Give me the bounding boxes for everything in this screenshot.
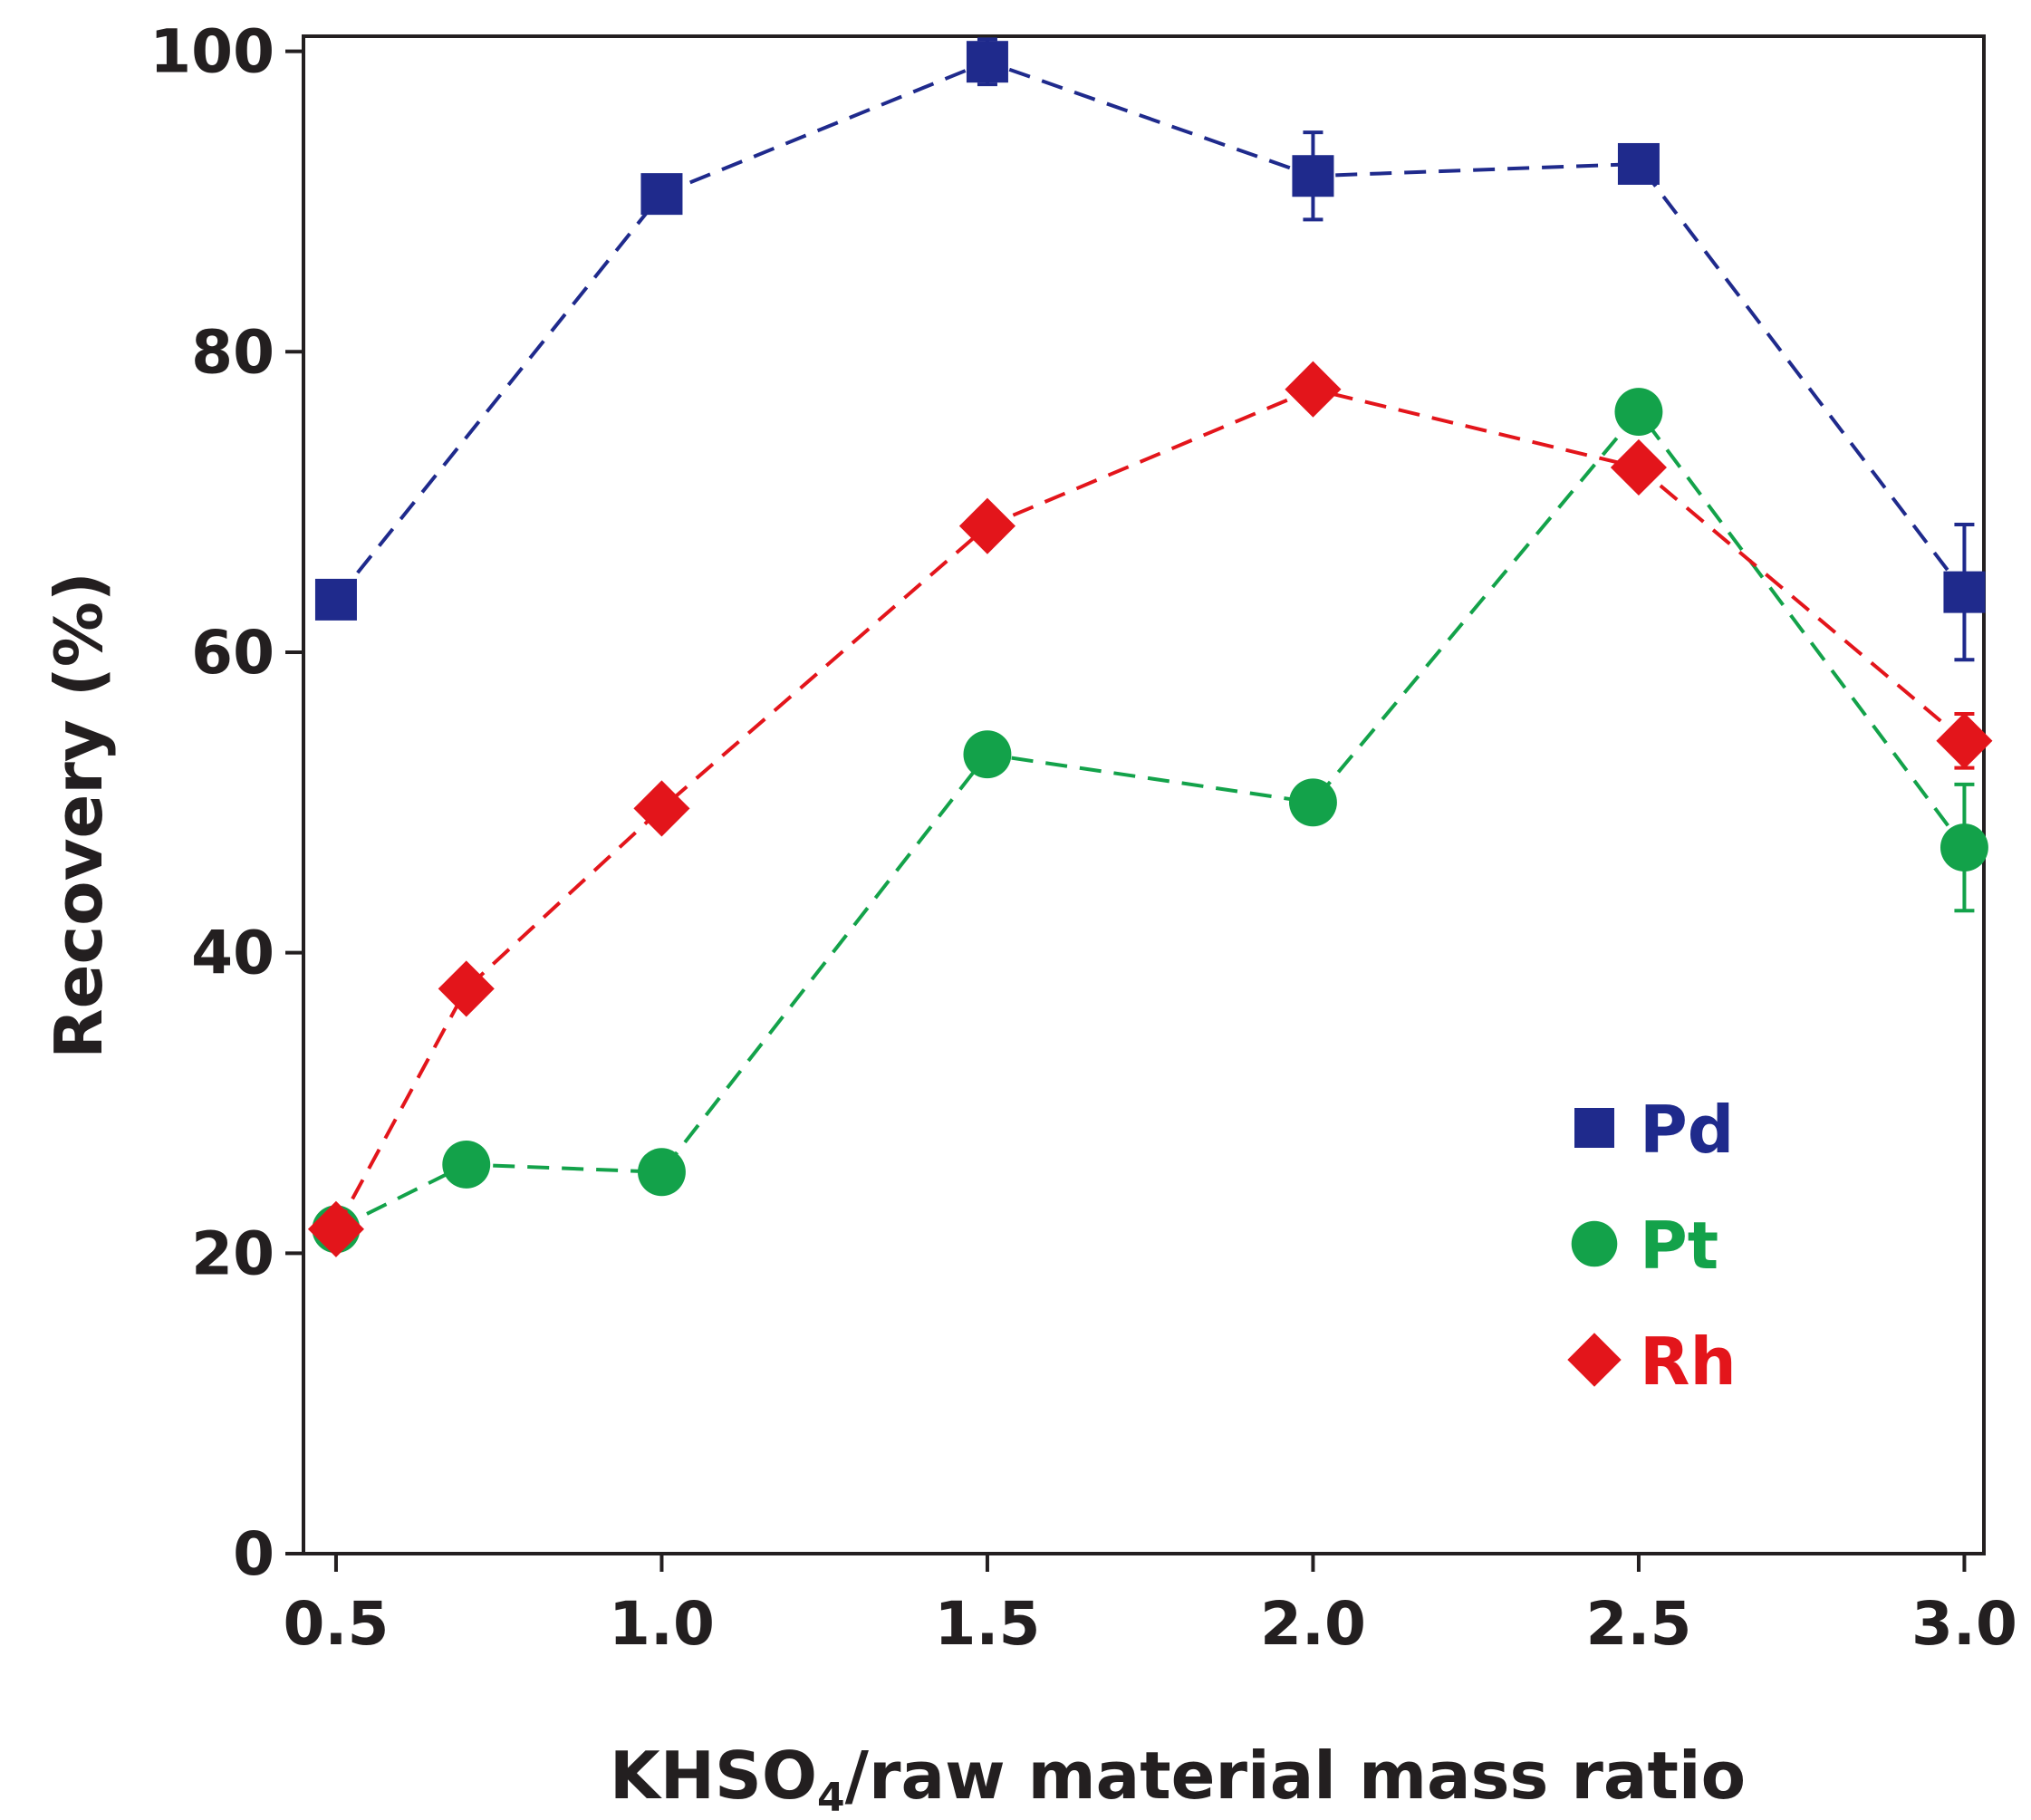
x-axis-title: KHSO4/raw material mass ratio (610, 1738, 1746, 1820)
plot-frame (302, 34, 1986, 1555)
x-axis-title-main: KHSO (610, 1738, 817, 1814)
axes-layer: 0 20 40 60 80 100 0.5 1.0 1.5 2.0 2.5 3.0 (149, 17, 2017, 1659)
data-point-rh (958, 497, 1016, 554)
y-tick-label: 20 (191, 1218, 274, 1288)
legend-label-rh: Rh (1640, 1324, 1737, 1400)
x-tick-label: 3.0 (1911, 1589, 2017, 1659)
data-point-pd (640, 173, 683, 216)
data-point-pt (442, 1141, 491, 1189)
series-layer (307, 37, 1993, 1257)
data-point-rh (1936, 712, 1993, 769)
x-tick-label: 2.0 (1260, 1589, 1366, 1659)
series-line-pd (334, 60, 1967, 602)
x-tick-label: 1.5 (934, 1589, 1040, 1659)
y-tick-label: 0 (233, 1519, 274, 1589)
y-tick-label: 80 (191, 317, 274, 387)
x-axis-title-rest: /raw material mass ratio (845, 1738, 1746, 1814)
x-tick-label: 0.5 (283, 1589, 389, 1659)
y-tick-label: 40 (191, 919, 274, 988)
y-tick-label: 60 (191, 618, 274, 688)
data-point-pd (966, 41, 1008, 83)
legend-label-pt: Pt (1640, 1208, 1718, 1284)
data-point-rh (1610, 438, 1667, 496)
legend-marker-pt (1571, 1220, 1618, 1267)
data-point-pt (1614, 388, 1663, 437)
series-rh (307, 361, 1993, 1257)
legend: Pd Pt Rh (1567, 1092, 1737, 1400)
data-point-pd (1617, 142, 1660, 185)
series-pt (312, 388, 1988, 1254)
data-point-rh (307, 1200, 364, 1257)
data-point-pd (1943, 571, 1986, 613)
legend-marker-pd (1574, 1108, 1614, 1148)
data-point-pt (637, 1148, 686, 1197)
x-tick-label: 2.5 (1585, 1589, 1691, 1659)
data-point-pt (963, 730, 1012, 779)
data-point-rh (1285, 361, 1342, 418)
data-point-pt (1288, 778, 1337, 827)
legend-marker-rh (1567, 1333, 1622, 1387)
y-axis-title: Recovery (%) (41, 572, 117, 1059)
legend-label-pd: Pd (1640, 1092, 1734, 1168)
x-tick-label: 1.0 (609, 1589, 715, 1659)
data-point-rh (633, 780, 690, 837)
data-point-pd (314, 578, 357, 621)
y-tick-label: 100 (149, 17, 274, 87)
data-point-pd (1292, 155, 1334, 197)
x-axis-title-subscript: 4 (817, 1775, 845, 1820)
data-point-pt (1940, 823, 1988, 871)
series-pd (314, 37, 1986, 662)
data-point-rh (438, 960, 495, 1017)
